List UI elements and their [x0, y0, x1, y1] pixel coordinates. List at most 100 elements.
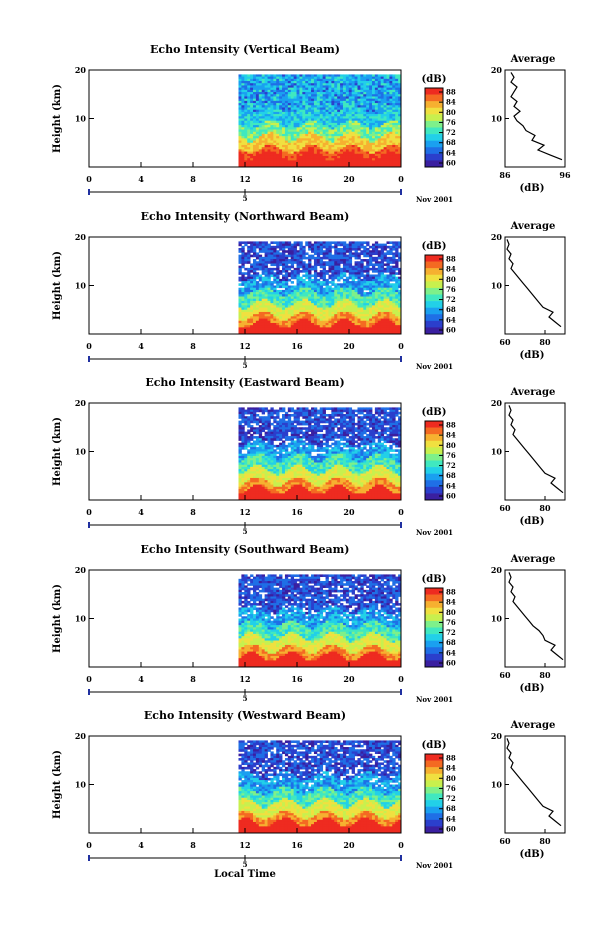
heatmap-cell [319, 153, 324, 157]
heatmap-cell [250, 316, 254, 319]
heatmap-cell [322, 322, 326, 326]
heatmap-cell [261, 270, 266, 273]
heatmap-cell [374, 155, 379, 159]
heatmap-cell [398, 94, 402, 97]
heatmap-cell [264, 307, 268, 311]
heatmap-cell [299, 74, 303, 78]
heatmap-cell [386, 314, 390, 317]
heatmap-cell [325, 325, 329, 328]
heatmap-cell [340, 256, 344, 260]
heatmap-cell [287, 105, 292, 108]
heatmap-cell [302, 81, 306, 84]
heatmap-cell [337, 107, 341, 111]
heatmap-cell [325, 241, 329, 245]
heatmap-cell [380, 89, 384, 93]
heatmap-cell [377, 281, 382, 284]
heatmap-cell [354, 81, 358, 84]
heatmap-cell [334, 270, 338, 273]
heatmap-cell [340, 241, 344, 245]
heatmap-cell [371, 314, 376, 317]
heatmap-cell [305, 164, 309, 168]
heatmap-cell [322, 142, 326, 146]
heatmap-cell [369, 303, 373, 306]
heatmap-cell [270, 296, 274, 300]
heatmap-cell [383, 300, 387, 304]
heatmap-cell [296, 162, 300, 166]
heatmap-cell [250, 133, 254, 137]
heatmap-cell [270, 107, 274, 111]
heatmap-cell [267, 122, 271, 126]
heatmap-cell [296, 320, 300, 324]
heatmap-cell [316, 133, 321, 137]
heatmap-cell [296, 254, 300, 258]
heatmap-cell [395, 155, 399, 159]
heatmap-cell [322, 274, 326, 278]
heatmap-cell [328, 138, 332, 141]
heatmap-cell [250, 147, 254, 150]
heatmap-cell [308, 303, 312, 306]
heatmap-cell [244, 411, 248, 415]
heatmap-cell [270, 422, 274, 426]
heatmap-cell [371, 114, 376, 117]
heatmap-cell [331, 98, 335, 102]
heatmap-cell [296, 109, 300, 113]
heatmap-cell [363, 259, 367, 262]
colorbar-tick-label: 60 [446, 159, 456, 168]
heatmap-cell [342, 127, 347, 130]
heatmap-cell [345, 261, 350, 264]
heatmap-cell [363, 305, 367, 308]
heatmap-cell [325, 418, 329, 422]
heatmap-cell [337, 243, 341, 247]
heatmap-cell [395, 296, 399, 300]
heatmap-cell [293, 294, 297, 297]
heatmap-cell [302, 142, 306, 146]
heatmap-cell [284, 89, 289, 93]
heatmap-cell [244, 309, 248, 313]
heatmap-cell [389, 318, 393, 322]
heatmap-cell [325, 122, 329, 126]
heatmap-cell [284, 87, 289, 91]
heatmap-cell [357, 322, 361, 326]
heatmap-cell [250, 155, 254, 159]
heatmap-cell [357, 114, 361, 117]
heatmap-cell [374, 311, 379, 315]
heatmap-cell [316, 278, 321, 282]
heatmap-cell [371, 94, 376, 97]
heatmap-cell [258, 94, 263, 97]
heatmap-cell [392, 300, 396, 304]
heatmap-cell [383, 278, 387, 282]
heatmap-cell [348, 81, 353, 84]
heatmap-cell [392, 287, 396, 291]
heatmap-cell [279, 100, 283, 104]
heatmap-cell [369, 136, 373, 139]
heatmap-cell [273, 248, 277, 251]
heatmap-cell [284, 327, 289, 330]
heatmap-cell [287, 245, 292, 249]
heatmap-cell [279, 125, 283, 128]
heatmap-cell [386, 263, 390, 267]
heatmap-cell [247, 252, 251, 256]
heatmap-cell [371, 283, 376, 286]
heatmap-cell [267, 129, 271, 133]
heatmap-cell [287, 100, 292, 104]
heatmap-cell [311, 158, 315, 161]
heatmap-cell [392, 114, 396, 117]
heatmap-cell [293, 314, 297, 317]
heatmap-cell [322, 129, 326, 133]
heatmap-cell [345, 285, 350, 289]
heatmap-cell [340, 81, 344, 84]
heatmap-cell [247, 127, 251, 130]
heatmap-cell [241, 278, 245, 282]
heatmap-cell [253, 316, 257, 319]
heatmap-cell [369, 138, 373, 141]
heatmap-cell [279, 294, 283, 297]
heatmap-cell [258, 261, 263, 264]
heatmap-cell [369, 320, 373, 324]
heatmap-cell [273, 136, 277, 139]
heatmap-cell [340, 105, 344, 108]
heatmap-cell [296, 285, 300, 289]
heatmap-cell [354, 125, 358, 128]
heatmap-cell [398, 131, 402, 135]
heatmap-cell [261, 329, 266, 333]
heatmap-cell [238, 270, 242, 273]
